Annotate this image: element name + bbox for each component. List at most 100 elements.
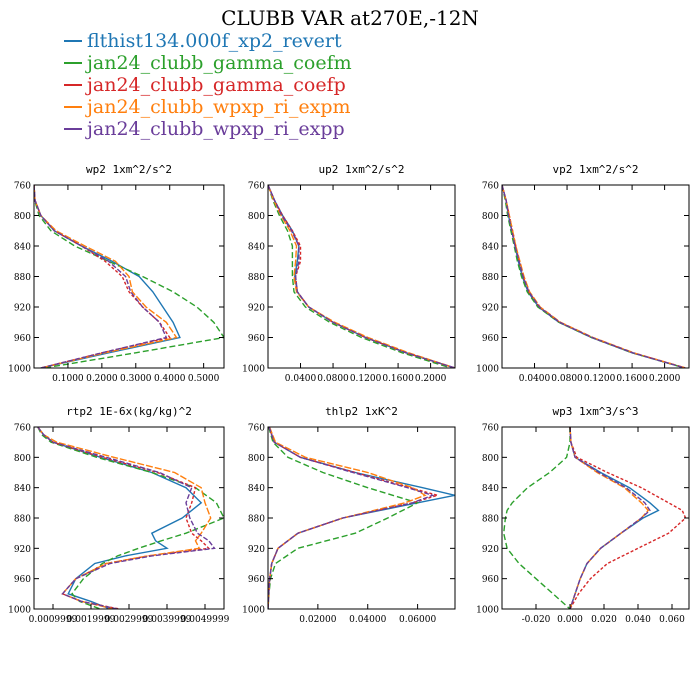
y-tick-label: 880 [248, 515, 265, 525]
x-tick-label: 0.06000 [399, 615, 436, 625]
series-line [37, 427, 212, 609]
x-tick-label: 0.0800 [317, 374, 349, 384]
y-tick-label: 840 [14, 484, 31, 494]
x-tick-label: 0.0009999 [29, 615, 78, 625]
y-tick-label: 1000 [242, 606, 265, 616]
series-line [502, 185, 686, 368]
y-tick-label: 840 [14, 243, 31, 253]
legend-label: jan24_clubb_wpxp_ri_expp [87, 118, 345, 140]
y-tick-label: 920 [248, 545, 265, 555]
chart-panel: wp3 1xm^3/s^3 760 800 840 880 920 960 1000 -0.02… [476, 405, 690, 625]
x-tick-label: 0.0400 [285, 374, 317, 384]
panel-title: vp2 1xm^2/s^2 [552, 163, 638, 176]
y-tick-label: 920 [482, 304, 499, 314]
series-line [569, 427, 651, 609]
x-tick-label: 0.020 [591, 615, 617, 625]
panel-title: rtp2 1E-6x(kg/kg)^2 [66, 405, 192, 418]
legend: flthist134.000f_xp2_revert jan24_clubb_g… [64, 30, 352, 140]
panel-title: wp2 1xm^2/s^2 [86, 163, 172, 176]
chart-panel: wp2 1xm^2/s^2 760 800 840 880 920 960 1000 0.100… [8, 163, 225, 384]
series-line [268, 427, 435, 609]
y-tick-label: 1000 [8, 365, 31, 375]
y-tick-label: 960 [482, 575, 499, 585]
y-tick-label: 960 [248, 334, 265, 344]
legend-swatch [64, 128, 82, 130]
series-line [37, 427, 216, 609]
y-tick-label: 800 [482, 212, 499, 222]
y-tick-label: 880 [482, 273, 499, 283]
legend-label: jan24_clubb_wpxp_ri_expm [87, 96, 351, 118]
series-line [268, 185, 455, 368]
series-line [34, 185, 168, 368]
y-tick-label: 840 [482, 484, 499, 494]
series-line [37, 427, 224, 609]
legend-swatch [64, 84, 82, 86]
legend-item: flthist134.000f_xp2_revert [64, 30, 352, 52]
plot-frame [501, 184, 690, 369]
x-tick-label: 0.2000 [649, 374, 681, 384]
y-tick-label: 800 [248, 212, 265, 222]
series-line [502, 185, 686, 368]
x-tick-label: 0.0400 [519, 374, 551, 384]
y-tick-label: 760 [482, 424, 499, 434]
legend-label: jan24_clubb_gamma_coefp [87, 74, 346, 96]
series-line [268, 185, 455, 368]
series-line [34, 185, 224, 368]
y-tick-label: 920 [248, 304, 265, 314]
series-line [268, 427, 427, 609]
legend-swatch [64, 62, 82, 64]
y-tick-label: 800 [248, 454, 265, 464]
panel-title: wp3 1xm^3/s^3 [552, 405, 638, 418]
series-line [502, 185, 686, 368]
y-tick-label: 960 [14, 575, 31, 585]
x-tick-label: 0.02000 [299, 615, 336, 625]
series-line [502, 427, 571, 609]
x-tick-label: 0.060 [659, 615, 685, 625]
y-tick-label: 960 [14, 334, 31, 344]
x-tick-label: 0.1200 [350, 374, 382, 384]
y-tick-label: 800 [482, 454, 499, 464]
y-tick-label: 880 [14, 273, 31, 283]
y-tick-label: 840 [482, 243, 499, 253]
y-tick-label: 880 [248, 273, 265, 283]
series-line [268, 185, 452, 368]
x-tick-label: -0.020 [522, 615, 551, 625]
y-tick-label: 1000 [476, 606, 499, 616]
x-tick-label: 0.0029999 [105, 615, 154, 625]
panel-title: up2 1xm^2/s^2 [318, 163, 404, 176]
x-tick-label: 0.0049999 [181, 615, 230, 625]
legend-item: jan24_clubb_gamma_coefm [64, 52, 352, 74]
x-tick-label: 0.2000 [415, 374, 447, 384]
y-tick-label: 960 [248, 575, 265, 585]
y-tick-label: 760 [482, 182, 499, 192]
legend-item: jan24_clubb_wpxp_ri_expp [64, 118, 352, 140]
series-line [569, 427, 687, 609]
series-line [268, 427, 441, 609]
x-tick-label: 0.1600 [616, 374, 648, 384]
y-tick-label: 840 [248, 243, 265, 253]
x-tick-label: 0.2000 [86, 374, 118, 384]
y-tick-label: 800 [14, 212, 31, 222]
plot-frame [33, 426, 225, 610]
y-tick-label: 760 [248, 182, 265, 192]
series-line [502, 185, 686, 368]
x-tick-label: 0.0800 [551, 374, 583, 384]
legend-label: flthist134.000f_xp2_revert [87, 30, 342, 52]
chart-panel: thlp2 1xK^2 760 800 840 880 920 960 1000 0.02000… [242, 405, 456, 625]
x-tick-label: 0.1600 [382, 374, 414, 384]
y-tick-label: 760 [14, 182, 31, 192]
y-tick-label: 960 [482, 334, 499, 344]
y-tick-label: 800 [14, 454, 31, 464]
series-line [502, 185, 686, 368]
series-line [37, 427, 203, 609]
x-tick-label: 0.3000 [120, 374, 152, 384]
chart-panel: rtp2 1E-6x(kg/kg)^2 760 800 840 880 920 960 100… [8, 405, 230, 625]
x-tick-label: 0.0019999 [67, 615, 116, 625]
legend-item: jan24_clubb_wpxp_ri_expm [64, 96, 352, 118]
figure-title: CLUBB VAR at270E,-12N [221, 6, 479, 30]
y-tick-label: 1000 [476, 365, 499, 375]
y-tick-label: 840 [248, 484, 265, 494]
x-tick-label: 0.1000 [52, 374, 84, 384]
legend-swatch [64, 40, 82, 42]
